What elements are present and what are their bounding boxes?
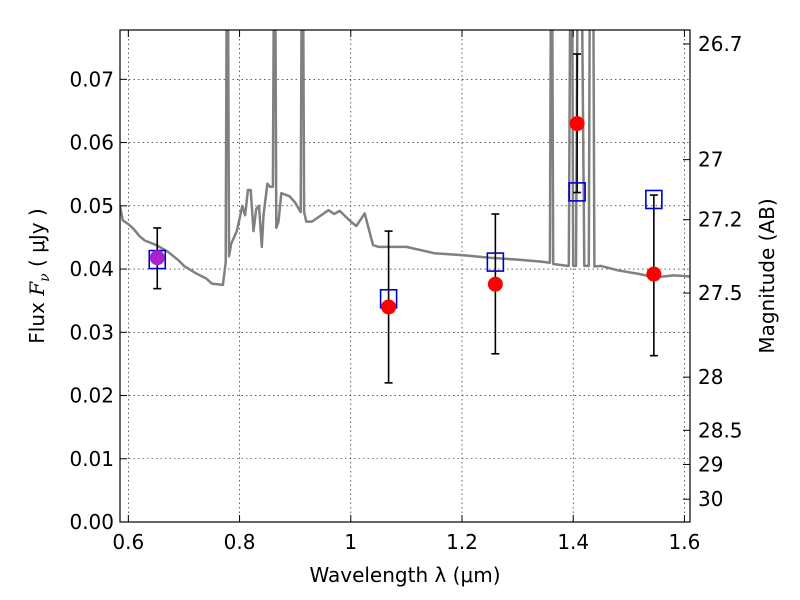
model-spectrum-layer: [120, 30, 690, 287]
x-tick-label: 1.2: [446, 530, 478, 554]
magnitude-tick-label: 26.7: [698, 32, 743, 56]
model-spectrum-line: [120, 30, 690, 287]
magnitude-tick-label: 27: [698, 148, 723, 172]
y-tick-label: 0.04: [69, 257, 114, 281]
observed-points: [149, 116, 662, 315]
model-photometry-marker: [486, 252, 505, 272]
y-tick-label: 0.07: [69, 67, 114, 91]
y-tick-label: 0.02: [69, 384, 114, 408]
observed-point: [381, 299, 397, 315]
grid: [120, 30, 690, 523]
observed-point: [487, 276, 503, 292]
y-tick-label: 0.01: [69, 447, 114, 471]
y-tick-label: 0.03: [69, 320, 114, 344]
magnitude-tick-label: 30: [698, 487, 723, 511]
magnitude-tick-label: 27.2: [698, 208, 743, 232]
magnitude-tick-label: 28: [698, 365, 723, 389]
model-photometry-marker: [568, 182, 586, 202]
x-tick-label: 0.6: [112, 530, 144, 554]
magnitude-tick-label: 28.5: [698, 418, 743, 442]
y-axis-title-prefix: Flux: [25, 296, 49, 344]
y-axis-title-right: Magnitude (AB): [755, 198, 779, 353]
plot-frame: [119, 29, 691, 523]
magnitude-tick-label: 29: [698, 452, 723, 476]
y-tick-label: 0.06: [69, 131, 114, 155]
y-axis-title-symbol: F: [25, 281, 49, 297]
model-photometry-marker: [645, 189, 663, 210]
y-axis-title-unit: ( μJy ): [25, 208, 49, 273]
y-tick-label: 0.05: [69, 194, 114, 218]
x-tick-label: 1.6: [669, 530, 701, 554]
ticks: 0.6 0.8 1 1.2 1.4 1.6 0.00 0.01 0.02 0.03 0.04 0.05…: [69, 30, 743, 554]
x-tick-label: 0.8: [224, 530, 256, 554]
y-axis-title-subscript: ν: [37, 273, 53, 282]
magnitude-tick-label: 27.5: [698, 281, 743, 305]
observed-point: [149, 250, 165, 266]
x-tick-label: 1: [344, 530, 357, 554]
observed-point: [569, 116, 585, 132]
y-axis-title-left: Flux Fν ( μJy ): [25, 208, 53, 343]
x-axis-title: Wavelength λ (μm): [309, 563, 500, 587]
observed-point: [646, 266, 662, 282]
y-tick-label: 0.00: [69, 510, 114, 534]
x-tick-label: 1.4: [557, 530, 589, 554]
